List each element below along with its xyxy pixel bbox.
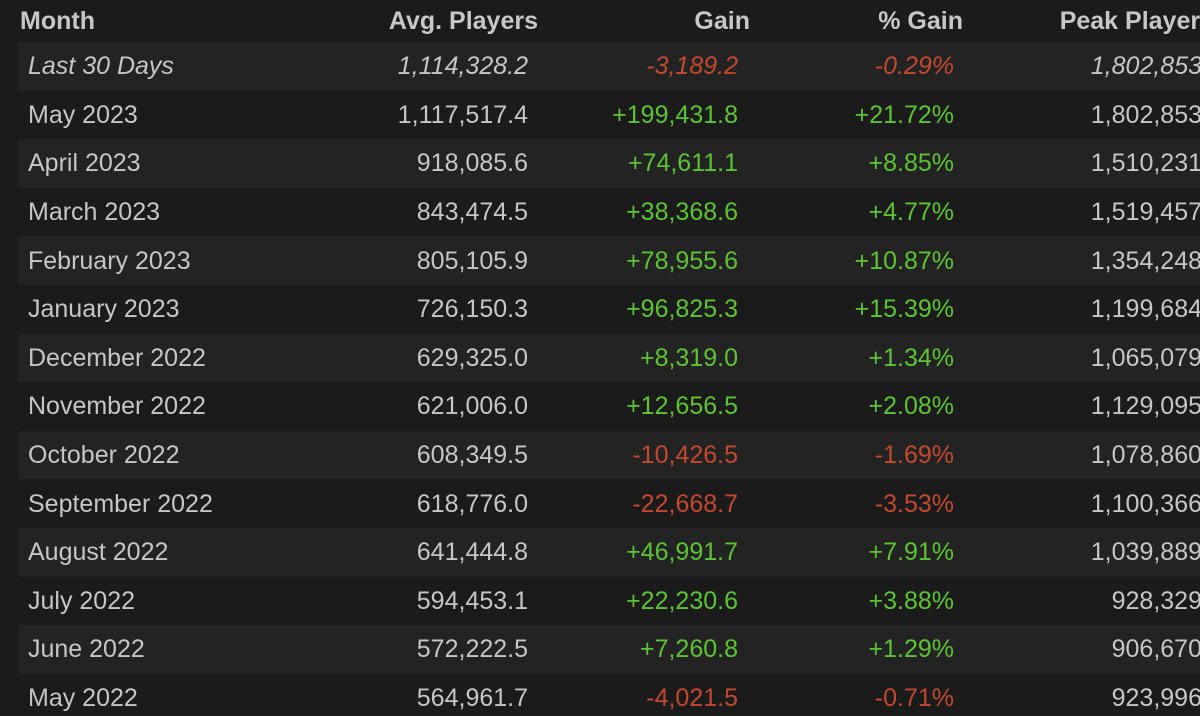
cell-gain: -22,668.7 bbox=[632, 489, 738, 518]
table-row: September 2022 618,776.0 -22,668.7 -3.53% 1,… bbox=[18, 479, 1200, 528]
cell-month: December 2022 bbox=[28, 343, 206, 372]
cell-avg-players: 564,961.7 bbox=[416, 684, 528, 713]
cell-pct-gain: -0.71% bbox=[874, 684, 954, 713]
cell-avg-players: 621,006.0 bbox=[416, 392, 528, 421]
cell-peak-players: 906,670 bbox=[1111, 635, 1200, 664]
cell-pct-gain: +1.29% bbox=[868, 635, 955, 664]
cell-avg-players: 1,114,328.2 bbox=[397, 52, 528, 81]
cell-peak-players: 1,078,860 bbox=[1090, 441, 1200, 470]
cell-month: July 2022 bbox=[28, 586, 136, 615]
cell-avg-players: 805,105.9 bbox=[416, 246, 528, 275]
cell-month: September 2022 bbox=[28, 489, 213, 518]
cell-peak-players: 1,510,231 bbox=[1090, 149, 1200, 178]
cell-avg-players: 608,349.5 bbox=[416, 441, 528, 470]
table-row: June 2022 572,222.5 +7,260.8 +1.29% 906,670 bbox=[18, 625, 1200, 674]
header-avg-players[interactable]: Avg. Players bbox=[388, 7, 538, 35]
cell-peak-players: 1,519,457 bbox=[1090, 198, 1200, 227]
cell-peak-players: 1,065,079 bbox=[1090, 343, 1200, 372]
cell-peak-players: 1,199,684 bbox=[1090, 295, 1200, 324]
cell-pct-gain: +10.87% bbox=[854, 246, 954, 275]
table-row: April 2023 918,085.6 +74,611.1 +8.85% 1,510,… bbox=[18, 139, 1200, 188]
table-row: December 2022 629,325.0 +8,319.0 +1.34% 1,06… bbox=[18, 333, 1200, 383]
cell-gain: +12,656.5 bbox=[626, 392, 738, 421]
cell-pct-gain: -3.53% bbox=[874, 489, 954, 518]
cell-peak-players: 1,129,095 bbox=[1090, 392, 1200, 421]
cell-avg-players: 618,776.0 bbox=[416, 489, 528, 518]
cell-month: March 2023 bbox=[28, 198, 161, 227]
cell-month: June 2022 bbox=[28, 635, 145, 664]
cell-avg-players: 1,117,517.4 bbox=[397, 100, 528, 129]
cell-avg-players: 629,325.0 bbox=[416, 343, 528, 372]
table-row: February 2023 805,105.9 +78,955.6 +10.87% 1,… bbox=[18, 236, 1200, 285]
table-body: Last 30 Days 1,114,328.2 -3,189.2 -0.29% 1,8… bbox=[18, 42, 1200, 716]
cell-avg-players: 641,444.8 bbox=[416, 538, 528, 567]
cell-gain: -10,426.5 bbox=[632, 441, 738, 470]
cell-avg-players: 572,222.5 bbox=[416, 635, 528, 664]
cell-pct-gain: +15.39% bbox=[854, 295, 954, 324]
cell-pct-gain: +2.08% bbox=[868, 392, 955, 421]
header-row: Month Avg. Players Gain % Gain Peak Play… bbox=[18, 0, 1200, 42]
header-peak-players[interactable]: Peak Players bbox=[1059, 7, 1200, 35]
cell-month: January 2023 bbox=[28, 295, 180, 324]
player-stats-table: Month Avg. Players Gain % Gain Peak Play… bbox=[18, 0, 1200, 716]
cell-pct-gain: +3.88% bbox=[868, 586, 955, 615]
table-header: Month Avg. Players Gain % Gain Peak Play… bbox=[18, 0, 1200, 42]
table-row: May 2023 1,117,517.4 +199,431.8 +21.72% 1,80… bbox=[18, 90, 1200, 140]
cell-gain: +22,230.6 bbox=[626, 586, 738, 615]
cell-gain: +78,955.6 bbox=[626, 246, 738, 275]
cell-gain: -3,189.2 bbox=[646, 52, 738, 81]
cell-pct-gain: +8.85% bbox=[868, 149, 955, 178]
cell-month: May 2022 bbox=[28, 684, 138, 713]
table-row: July 2022 594,453.1 +22,230.6 +3.88% 928,329 bbox=[18, 576, 1200, 626]
cell-month: Last 30 Days bbox=[28, 52, 174, 81]
table-row: Last 30 Days 1,114,328.2 -3,189.2 -0.29% 1,8… bbox=[18, 42, 1200, 91]
cell-month: February 2023 bbox=[28, 246, 191, 275]
cell-pct-gain: -1.69% bbox=[874, 441, 954, 470]
cell-gain: +7,260.8 bbox=[639, 635, 738, 664]
cell-peak-players: 928,329 bbox=[1111, 586, 1200, 615]
cell-gain: +8,319.0 bbox=[639, 343, 738, 372]
cell-gain: +46,991.7 bbox=[626, 538, 738, 567]
cell-gain: +74,611.1 bbox=[627, 149, 738, 178]
cell-pct-gain: +1.34% bbox=[868, 343, 955, 372]
cell-peak-players: 1,039,889 bbox=[1090, 538, 1200, 567]
cell-pct-gain: +7.91% bbox=[868, 538, 955, 567]
table-row: November 2022 621,006.0 +12,656.5 +2.08% 1,1… bbox=[18, 382, 1200, 431]
table-row: August 2022 641,444.8 +46,991.7 +7.91% 1,039… bbox=[18, 527, 1200, 577]
table-row: October 2022 608,349.5 -10,426.5 -1.69% 1,07… bbox=[18, 430, 1200, 480]
table-row: March 2023 843,474.5 +38,368.6 +4.77% 1,519,… bbox=[18, 187, 1200, 237]
cell-peak-players: 923,996 bbox=[1111, 684, 1200, 713]
header-gain[interactable]: Gain bbox=[694, 7, 750, 35]
cell-month: October 2022 bbox=[28, 441, 180, 470]
cell-gain: -4,021.5 bbox=[646, 684, 738, 713]
header-pct-gain[interactable]: % Gain bbox=[878, 7, 963, 35]
cell-avg-players: 594,453.1 bbox=[416, 586, 528, 615]
header-month[interactable]: Month bbox=[20, 7, 95, 35]
cell-month: May 2023 bbox=[28, 100, 138, 129]
cell-avg-players: 918,085.6 bbox=[416, 149, 528, 178]
cell-peak-players: 1,802,853 bbox=[1090, 52, 1200, 81]
cell-avg-players: 843,474.5 bbox=[416, 198, 528, 227]
cell-pct-gain: +21.72% bbox=[854, 100, 954, 129]
cell-gain: +199,431.8 bbox=[612, 100, 738, 129]
cell-peak-players: 1,354,248 bbox=[1090, 246, 1200, 275]
table-row: May 2022 564,961.7 -4,021.5 -0.71% 923,996 bbox=[18, 673, 1200, 716]
cell-gain: +96,825.3 bbox=[626, 295, 738, 324]
cell-month: August 2022 bbox=[28, 538, 169, 567]
cell-avg-players: 726,150.3 bbox=[416, 295, 528, 324]
cell-gain: +38,368.6 bbox=[626, 198, 738, 227]
cell-peak-players: 1,802,853 bbox=[1090, 100, 1200, 129]
cell-month: April 2023 bbox=[28, 149, 141, 178]
table-row: January 2023 726,150.3 +96,825.3 +15.39% 1,1… bbox=[18, 284, 1200, 334]
cell-pct-gain: +4.77% bbox=[868, 198, 955, 227]
cell-month: November 2022 bbox=[28, 392, 206, 421]
cell-peak-players: 1,100,366 bbox=[1090, 489, 1200, 518]
cell-pct-gain: -0.29% bbox=[874, 52, 954, 81]
